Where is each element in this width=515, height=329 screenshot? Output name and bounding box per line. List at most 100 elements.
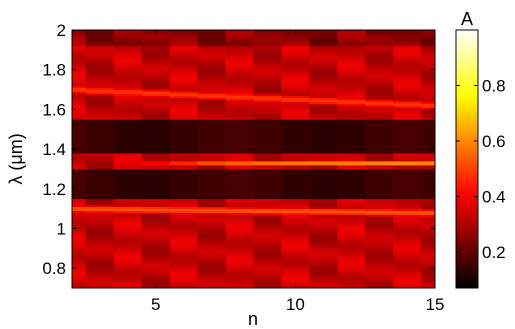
heatmap-cell: [337, 57, 366, 61]
heatmap-cell: [197, 182, 226, 186]
heatmap-cell: [309, 234, 338, 237]
heatmap-cell: [225, 113, 254, 116]
heatmap-cell: [421, 226, 435, 229]
heatmap-cell: [421, 85, 435, 88]
heatmap-cell: [365, 238, 394, 241]
heatmap-cell: [393, 220, 422, 223]
heatmap-cell: [421, 224, 435, 227]
heatmap-cell: [169, 220, 199, 223]
heatmap-cell: [141, 198, 171, 202]
heatmap-cell: [309, 89, 338, 92]
heatmap-cell: [225, 35, 254, 39]
heatmap-cell: [141, 278, 171, 281]
heatmap-cell: [393, 129, 422, 132]
heatmap-cell: [365, 198, 394, 202]
heatmap-cell: [253, 170, 282, 174]
heatmap-cell: [393, 194, 422, 198]
heatmap-cell: [113, 188, 143, 192]
heatmap-cell: [113, 55, 143, 59]
colorbar-tick-label: 0.4: [482, 187, 506, 206]
heatmap-cell: [72, 99, 87, 102]
heatmap-cell: [225, 256, 254, 259]
heatmap-cell: [365, 109, 394, 112]
heatmap-cell: [225, 244, 254, 247]
heatmap-cell: [281, 115, 310, 118]
heatmap-cell: [393, 33, 422, 37]
heatmap-cell: [72, 149, 87, 152]
heatmap-cell: [169, 89, 199, 92]
heatmap-cell: [281, 81, 310, 84]
heatmap-cell: [309, 258, 338, 261]
heatmap-cell: [72, 286, 87, 288]
heatmap-cell: [225, 160, 254, 164]
heatmap-cell: [141, 160, 171, 164]
heatmap-cell: [72, 41, 87, 45]
heatmap-cell: [197, 117, 226, 120]
heatmap-cell: [421, 238, 435, 241]
heatmap-cell: [309, 254, 338, 257]
heatmap-cell: [365, 220, 394, 223]
heatmap-cell: [393, 65, 422, 69]
heatmap-cell: [169, 204, 199, 208]
heatmap-cell: [281, 182, 310, 186]
heatmap-cell: [281, 276, 310, 279]
heatmap-cell: [309, 228, 338, 231]
heatmap-cell: [281, 143, 310, 146]
heatmap-cell: [281, 117, 310, 120]
heatmap-cell: [337, 160, 366, 164]
heatmap-cell: [309, 174, 338, 178]
heatmap-cell: [225, 59, 254, 63]
heatmap-cell: [197, 67, 226, 71]
heatmap-cell: [309, 184, 338, 188]
heatmap-cell: [253, 238, 282, 241]
heatmap-cell: [225, 49, 254, 53]
heatmap-cell: [113, 77, 143, 81]
heatmap-cell: [337, 61, 366, 65]
heatmap-cell: [337, 117, 366, 120]
heatmap-cell: [197, 254, 226, 257]
heatmap-cell: [141, 115, 171, 118]
heatmap-cell: [309, 31, 338, 35]
heatmap-cell: [421, 174, 435, 178]
heatmap-cell: [421, 264, 435, 267]
heatmap-cell: [225, 131, 254, 134]
heatmap-cell: [281, 176, 310, 180]
heatmap-cell: [197, 256, 226, 259]
heatmap-cell: [281, 260, 310, 263]
heatmap-cell: [365, 81, 394, 84]
heatmap-cell: [197, 81, 226, 84]
heatmap-cell: [113, 192, 143, 196]
heatmap-cell: [365, 262, 394, 265]
heatmap-cell: [169, 57, 199, 61]
heatmap-cell: [309, 180, 338, 184]
heatmap-cell: [225, 172, 254, 176]
heatmap-cell: [393, 67, 422, 71]
heatmap-cell: [225, 133, 254, 136]
heatmap-cell: [72, 129, 87, 132]
heatmap-cell: [225, 196, 254, 200]
heatmap-cell: [113, 270, 143, 273]
heatmap-cell: [169, 190, 199, 194]
heatmap-cell: [337, 39, 366, 43]
colorbar-tick-label: 0.6: [482, 132, 506, 151]
heatmap-cell: [141, 256, 171, 259]
heatmap-cell: [113, 30, 143, 33]
heatmap-cell: [85, 59, 115, 63]
heatmap-cell: [253, 39, 282, 43]
heatmap-cell: [197, 57, 226, 61]
heatmap-cell: [337, 278, 366, 281]
heatmap-cell: [421, 49, 435, 53]
heatmap-cell: [309, 159, 338, 162]
heatmap-cell: [197, 174, 226, 178]
heatmap-cell: [225, 278, 254, 281]
heatmap-cell: [421, 268, 435, 271]
heatmap-cell: [337, 79, 366, 82]
heatmap-cell: [113, 137, 143, 140]
heatmap-cell: [225, 93, 254, 96]
heatmap-cell: [85, 208, 115, 211]
heatmap-cell: [253, 159, 282, 162]
heatmap-cell: [421, 220, 435, 223]
heatmap-cell: [141, 172, 171, 176]
heatmap-cell: [85, 168, 115, 172]
heatmap-cell: [72, 111, 87, 114]
